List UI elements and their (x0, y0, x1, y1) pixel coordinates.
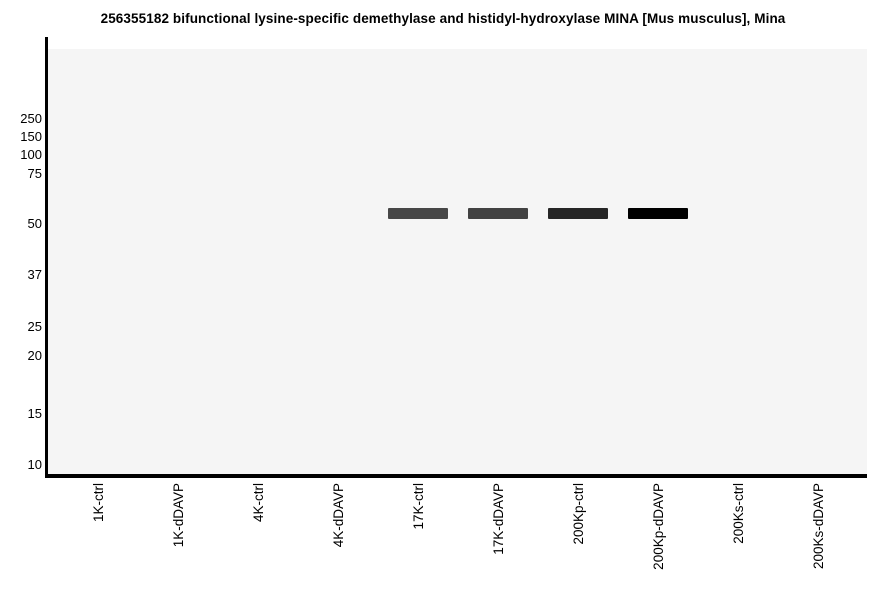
y-tick-label-10kda: 10 (27, 457, 42, 472)
x-lane-label-1k-ctrl: 1K-ctrl (90, 483, 106, 523)
x-lane-label-200ks-ctrl: 200Ks-ctrl (730, 483, 746, 544)
x-lane-label-17k-ddavp: 17K-dDAVP (490, 483, 506, 555)
x-lane-label-200kp-ddavp: 200Kp-dDAVP (650, 483, 666, 570)
x-lane-label-4k-ctrl: 4K-ctrl (250, 483, 266, 523)
x-lane-label-200ks-ddavp: 200Ks-dDAVP (810, 483, 826, 570)
y-tick-label-150kda: 150 (20, 129, 42, 144)
y-tick-label-250kda: 250 (20, 111, 42, 126)
y-tick-label-37kda: 37 (27, 267, 42, 282)
gel-band-200kp-ctrl (548, 208, 608, 219)
gel-band-17k-ddavp (468, 208, 528, 219)
y-tick-label-50kda: 50 (27, 216, 42, 231)
gel-band-200kp-ddavp (628, 208, 688, 219)
x-lane-label-200kp-ctrl: 200Kp-ctrl (570, 483, 586, 545)
y-tick-label-100kda: 100 (20, 147, 42, 162)
x-lane-label-17k-ctrl: 17K-ctrl (410, 483, 426, 530)
x-lane-label-1k-ddavp: 1K-dDAVP (170, 483, 186, 548)
y-tick-label-20kda: 20 (27, 348, 42, 363)
plot-area (48, 49, 867, 474)
y-tick-label-15kda: 15 (27, 406, 42, 421)
x-lane-label-4k-ddavp: 4K-dDAVP (330, 483, 346, 548)
figure-title: 256355182 bifunctional lysine-specific d… (100, 11, 786, 26)
y-tick-label-75kda: 75 (27, 166, 42, 181)
y-tick-label-25kda: 25 (27, 319, 42, 334)
x-axis-line (45, 474, 867, 478)
y-axis-line (45, 37, 48, 478)
gel-band-17k-ctrl (388, 208, 448, 219)
